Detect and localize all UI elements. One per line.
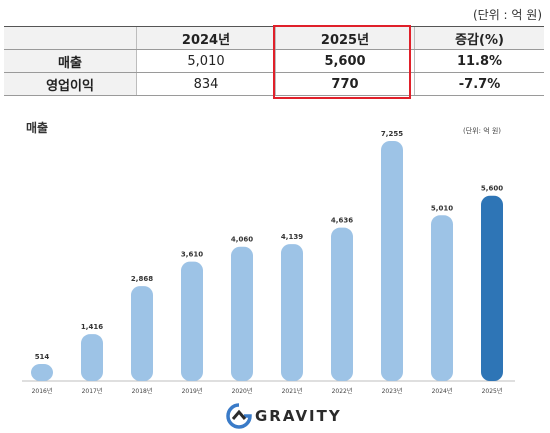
chart-unit-note: (단위: 억 원) (463, 127, 502, 135)
bar-7 (381, 141, 403, 381)
summary-row-operating-profit: 영업이익 834 770 -7.7% (4, 72, 544, 96)
data-label-2: 2,868 (131, 275, 153, 283)
bar-9 (481, 195, 503, 381)
bar-2 (131, 286, 153, 381)
x-tick-label-5: 2021년 (282, 387, 303, 395)
gravity-logo-text: GRAVITY (255, 407, 342, 425)
bar-5 (281, 244, 303, 381)
x-tick-label-8: 2024년 (432, 387, 453, 395)
data-label-5: 4,139 (281, 233, 303, 241)
x-tick-label-1: 2017년 (82, 387, 103, 395)
data-label-0: 514 (35, 353, 50, 361)
revenue-2025: 5,600 (275, 49, 415, 73)
data-label-9: 5,600 (481, 185, 503, 193)
chart-title: 매출 (26, 121, 49, 135)
summary-unit-note: (단위 : 억 원) (472, 8, 542, 22)
x-tick-label-3: 2019년 (182, 387, 203, 395)
bar-4 (231, 246, 253, 381)
header-2024: 2024년 (136, 26, 276, 50)
revenue-change: 11.8% (414, 49, 544, 73)
header-change: 증감(%) (414, 26, 544, 50)
x-tick-label-6: 2022년 (332, 387, 353, 395)
summary-header-row: 2024년 2025년 증감(%) (4, 26, 544, 50)
x-tick-label-7: 2023년 (382, 387, 403, 395)
row-label-revenue: 매출 (4, 49, 137, 73)
summary-corner-cell (4, 26, 137, 50)
bar-0 (31, 363, 53, 381)
summary-table: 2024년 2025년 증감(%) 매출 5,010 5,600 11.8% 영… (4, 26, 544, 96)
x-tick-label-4: 2020년 (232, 387, 253, 395)
gravity-logo: GRAVITY (226, 403, 346, 429)
data-label-3: 3,610 (181, 251, 203, 259)
revenue-2024: 5,010 (136, 49, 276, 73)
bar-3 (181, 261, 203, 381)
bar-1 (81, 334, 103, 381)
x-tick-label-2: 2018년 (132, 387, 153, 395)
operating-profit-change: -7.7% (414, 72, 544, 96)
operating-profit-2024: 834 (136, 72, 276, 96)
gravity-logo-icon (226, 403, 252, 429)
x-tick-label-0: 2016년 (32, 387, 53, 395)
x-tick-label-9: 2025년 (482, 387, 503, 395)
header-2025: 2025년 (275, 26, 415, 50)
operating-profit-2025: 770 (275, 72, 415, 96)
data-label-8: 5,010 (431, 204, 453, 212)
data-label-7: 7,255 (381, 130, 403, 138)
bar-8 (431, 215, 453, 381)
bar-6 (331, 227, 353, 381)
data-label-1: 1,416 (81, 323, 103, 331)
data-label-6: 4,636 (331, 217, 353, 225)
summary-row-revenue: 매출 5,010 5,600 11.8% (4, 49, 544, 73)
highlight-box-2025 (273, 25, 411, 99)
row-label-operating-profit: 영업이익 (4, 72, 137, 96)
data-label-4: 4,060 (231, 236, 253, 244)
